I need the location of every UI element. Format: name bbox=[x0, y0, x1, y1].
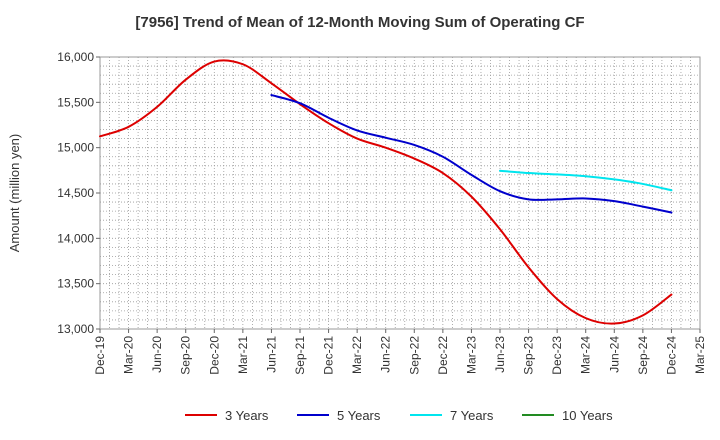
y-tick-label: 14,000 bbox=[57, 231, 94, 245]
legend-item-10-years: 10 Years bbox=[522, 408, 613, 423]
x-tick-label: Dec-19 bbox=[93, 336, 107, 375]
x-tick-label: Jun-24 bbox=[607, 336, 621, 373]
x-tick-label: Dec-21 bbox=[322, 336, 336, 375]
x-tick-label: Sep-20 bbox=[179, 336, 193, 375]
x-tick-label: Dec-22 bbox=[436, 336, 450, 375]
y-tick-label: 16,000 bbox=[57, 50, 94, 64]
x-tick-label: Sep-21 bbox=[293, 336, 307, 375]
x-tick-label: Jun-23 bbox=[493, 336, 507, 373]
x-tick-label: Dec-24 bbox=[664, 336, 678, 375]
x-tick-label: Dec-20 bbox=[207, 336, 221, 375]
x-tick-label: Mar-20 bbox=[122, 336, 136, 374]
x-tick-label: Mar-21 bbox=[236, 336, 250, 374]
legend-label: 7 Years bbox=[450, 408, 494, 423]
legend-label: 5 Years bbox=[337, 408, 381, 423]
chart-title: [7956] Trend of Mean of 12-Month Moving … bbox=[135, 14, 584, 31]
y-tick-label: 15,000 bbox=[57, 141, 94, 155]
x-tick-label: Sep-23 bbox=[522, 336, 536, 375]
y-axis-label: Amount (million yen) bbox=[7, 134, 22, 253]
x-tick-label: Sep-22 bbox=[407, 336, 421, 375]
gridlines bbox=[100, 57, 700, 329]
x-tick-label: Jun-22 bbox=[379, 336, 393, 373]
y-tick-label: 15,500 bbox=[57, 95, 94, 109]
x-tick-label: Mar-24 bbox=[579, 336, 593, 374]
chart: [7956] Trend of Mean of 12-Month Moving … bbox=[0, 0, 720, 440]
x-tick-label: Mar-25 bbox=[693, 336, 707, 374]
x-tick-label: Mar-22 bbox=[350, 336, 364, 374]
y-axis-ticks: 13,000 13,500 14,000 14,500 15,000 15,500 16,0… bbox=[57, 50, 100, 336]
legend-label: 10 Years bbox=[562, 408, 613, 423]
legend-label: 3 Years bbox=[225, 408, 269, 423]
y-tick-label: 13,000 bbox=[57, 322, 94, 336]
x-axis-ticks: Dec-19 Mar-20 Jun-20 Sep-20 Dec-20 Mar-21 Jun-… bbox=[93, 329, 707, 375]
y-tick-label: 13,500 bbox=[57, 277, 94, 291]
x-tick-label: Jun-20 bbox=[150, 336, 164, 373]
x-tick-label: Sep-24 bbox=[636, 336, 650, 375]
legend-item-7-years: 7 Years bbox=[410, 408, 494, 423]
x-tick-label: Mar-23 bbox=[464, 336, 478, 374]
y-tick-label: 14,500 bbox=[57, 186, 94, 200]
legend-item-3-years: 3 Years bbox=[185, 408, 269, 423]
x-tick-label: Dec-23 bbox=[550, 336, 564, 375]
legend-item-5-years: 5 Years bbox=[297, 408, 381, 423]
x-tick-label: Jun-21 bbox=[264, 336, 278, 373]
legend: 3 Years 5 Years 7 Years 10 Years bbox=[185, 408, 613, 423]
